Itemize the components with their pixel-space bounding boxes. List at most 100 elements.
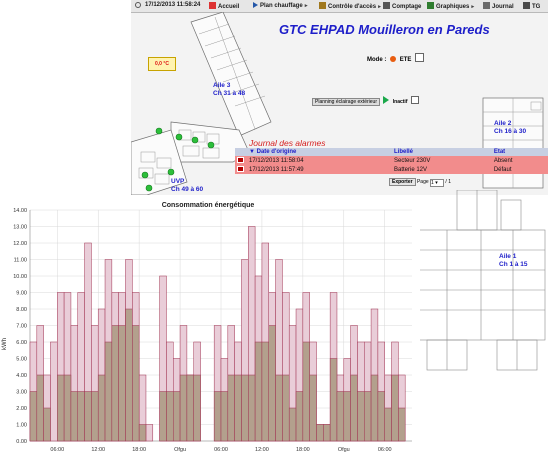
planning-state: Inactif: [392, 99, 408, 105]
series-front-bars: [29, 308, 406, 442]
x-tick-label: 06:00: [50, 447, 64, 453]
y-tick-label: 14.00: [13, 208, 27, 214]
temperature-display: 0,0 °C: [148, 57, 176, 71]
page-title: GTC EHPAD Mouilleron en Pareds: [279, 22, 490, 37]
export-button[interactable]: Exporter: [389, 178, 416, 186]
play-icon: [253, 2, 258, 8]
y-tick-label: 6.00: [16, 340, 27, 346]
y-tick-label: 7.00: [16, 324, 27, 330]
chart-bar: [268, 325, 276, 442]
column-header-date[interactable]: ▼ Date d'origine: [247, 148, 392, 156]
chart-bar: [227, 374, 235, 442]
x-tick-label: 18:00: [132, 447, 146, 453]
y-tick-label: 9.00: [16, 291, 27, 297]
nav-item-comptage[interactable]: Comptage: [383, 2, 421, 10]
chart-bar: [391, 374, 399, 442]
gtc-window: 17/12/2013 11:58:24 Accueil Plan chauffa…: [131, 0, 548, 195]
chart-bar: [364, 391, 372, 442]
page-label: Page: [416, 179, 429, 185]
nav-item-plan-chauffage[interactable]: Plan chauffage►: [253, 2, 309, 9]
x-tick-label: Ofgu: [174, 447, 186, 453]
play-icon[interactable]: [383, 96, 390, 104]
table-row[interactable]: 17/12/2013 11:57:49 Batterie 12V Défaut: [235, 165, 548, 174]
chart-bar: [398, 407, 406, 442]
chart-icon: [427, 2, 434, 9]
chart-bar: [309, 374, 317, 442]
wing-3-outline: [190, 12, 272, 137]
column-header-etat[interactable]: Etat: [491, 148, 548, 156]
page-select[interactable]: 1 ▾: [430, 179, 445, 187]
chart-bar: [193, 374, 201, 442]
key-icon: [319, 2, 326, 9]
meter-icon: [383, 2, 390, 9]
chart-bar: [384, 407, 392, 442]
alarm-table: ▼ Date d'origine Libellé Etat 17/12/2013…: [235, 148, 548, 174]
x-tick-label: 06:00: [378, 447, 392, 453]
zone-aile1-label[interactable]: Aile 1 Ch 1 à 15: [499, 253, 528, 268]
chart-bar: [282, 374, 290, 442]
chart-bar: [295, 391, 304, 442]
power-icon: [523, 2, 530, 9]
nav-item-tg[interactable]: TG: [523, 2, 540, 10]
zone-aile2-label[interactable]: Aile 2 Ch 16 à 30: [494, 120, 527, 135]
chart-bar: [220, 391, 229, 442]
chart-bar: [261, 341, 269, 442]
planning-eclairage: Planning éclairage extérieur Inactif: [312, 96, 419, 106]
mode-value: ETE: [399, 57, 412, 63]
nav-item-graphiques[interactable]: Graphiques►: [427, 2, 475, 10]
mode-edit-button[interactable]: [415, 53, 425, 62]
chevron-right-icon: ►: [470, 4, 476, 10]
chart-bar: [29, 391, 38, 442]
journal-icon: [483, 2, 490, 9]
chart-bar: [97, 374, 106, 442]
column-header-libelle[interactable]: Libellé: [392, 148, 492, 156]
uvp-block: [131, 129, 188, 195]
chart-bar: [254, 341, 263, 442]
chart-y-axis-label: kWh: [2, 338, 8, 350]
y-tick-label: 1.00: [16, 423, 27, 429]
chart-bar: [213, 391, 222, 442]
chart-bar: [329, 358, 338, 442]
y-tick-label: 0.00: [16, 439, 27, 445]
nav-item-journal[interactable]: Journal: [483, 2, 514, 10]
x-tick-label: 06:00: [214, 447, 228, 453]
mode-control: Mode : ETE: [367, 53, 425, 63]
alarm-pager: Exporter Page 1 ▾ / 1: [389, 178, 451, 187]
zone-uvp-label[interactable]: UVP Ch 49 à 60: [171, 178, 204, 193]
x-axis-ticks: 06:00 12:00 18:00 Ofgu 06:00 12:00 18:00 Ofgu 06…: [50, 447, 391, 453]
chart-bar: [91, 391, 99, 442]
y-tick-label: 2.00: [16, 406, 27, 412]
chart-bar: [248, 374, 256, 442]
y-tick-label: 5.00: [16, 357, 27, 363]
chart-bar: [36, 374, 44, 442]
chart-bar: [145, 424, 154, 442]
chart-bar: [125, 308, 133, 442]
chart-bar: [179, 374, 188, 442]
nav-item-accueil[interactable]: Accueil: [209, 2, 239, 10]
chart-bar: [357, 391, 365, 442]
chart-bar: [159, 391, 167, 442]
y-tick-label: 4.00: [16, 373, 27, 379]
zone-aile3-label[interactable]: Aile 3 Ch 31 à 48: [213, 82, 246, 97]
table-row[interactable]: 17/12/2013 11:58:04 Secteur 230V Absent: [235, 156, 548, 165]
chart-bar: [336, 391, 345, 442]
mode-label: Mode :: [367, 57, 387, 63]
chart-bar: [370, 374, 379, 442]
chart-bar: [104, 341, 113, 442]
planning-edit-button[interactable]: [410, 96, 419, 104]
x-tick-label: 12:00: [255, 447, 269, 453]
y-tick-label: 12.00: [13, 241, 27, 247]
chart-bar: [275, 374, 283, 442]
planning-label: Planning éclairage extérieur: [312, 98, 380, 106]
nav-item-controle-acces[interactable]: Contrôle d'accès►: [319, 2, 382, 10]
chart-bar: [343, 391, 351, 442]
page-total: / 1: [445, 179, 451, 185]
y-tick-label: 10.00: [13, 274, 27, 280]
chart-bar: [70, 391, 79, 442]
chart-bar: [234, 374, 242, 442]
chart-bar: [43, 407, 51, 442]
y-tick-label: 13.00: [13, 225, 27, 231]
chart-bar: [77, 391, 85, 442]
alarm-journal-title: Journal des alarmes: [249, 138, 326, 148]
y-tick-label: 11.00: [14, 258, 27, 264]
